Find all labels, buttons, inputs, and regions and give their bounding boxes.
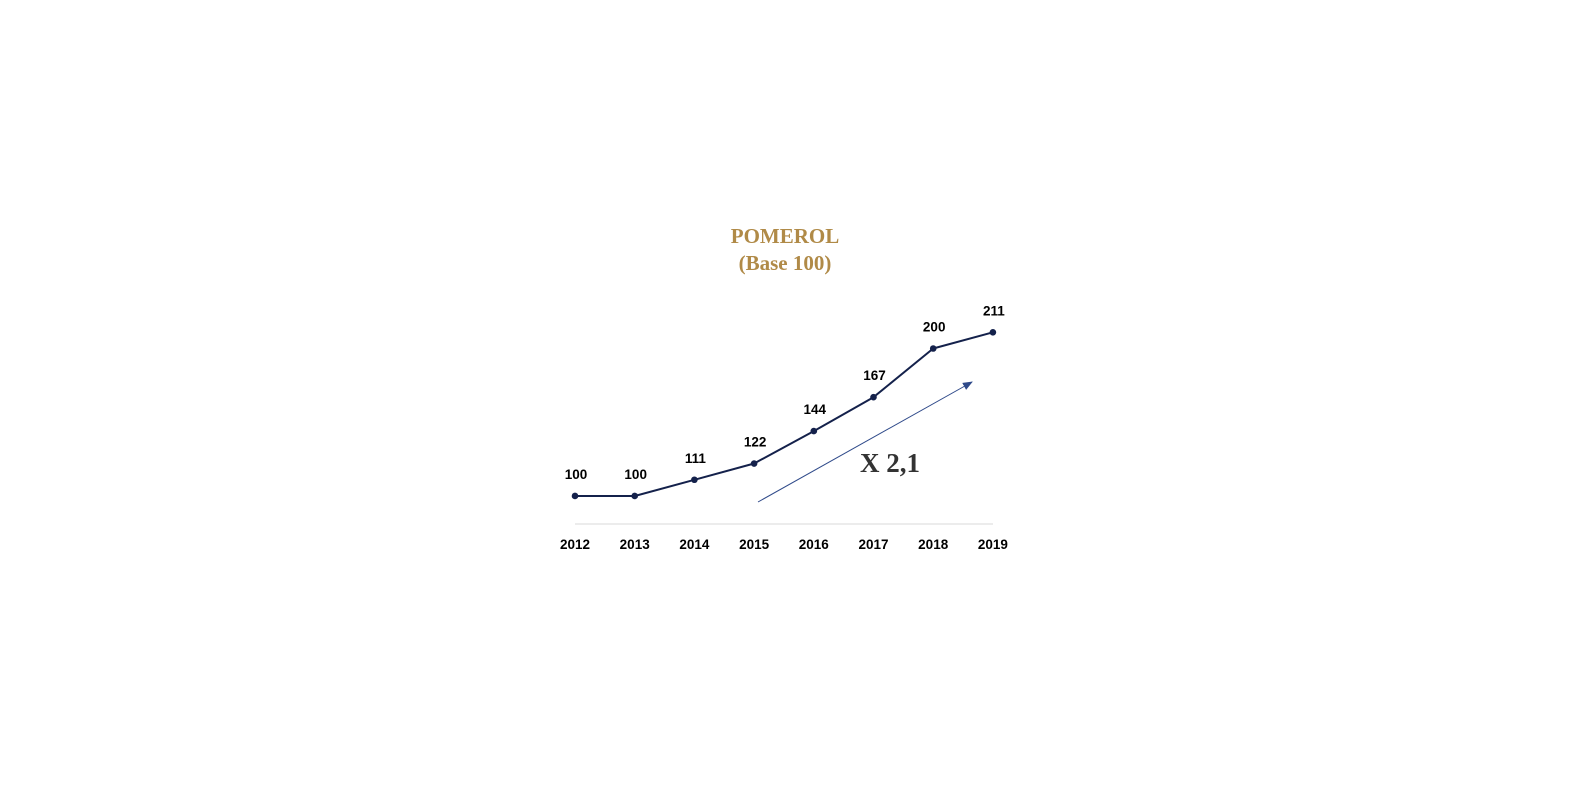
- data-point: [810, 427, 818, 435]
- x-tick-label: 2012: [560, 537, 590, 552]
- data-point: [571, 492, 579, 500]
- data-point: [989, 328, 997, 336]
- growth-annotation: X 2,1: [860, 448, 920, 478]
- x-tick-label: 2017: [858, 537, 888, 552]
- x-tick-label: 2016: [799, 537, 830, 552]
- x-tick-label: 2019: [978, 537, 1008, 552]
- data-point: [870, 393, 877, 401]
- chart-subtitle: (Base 100): [739, 251, 832, 275]
- x-tick-label: 2013: [620, 537, 651, 552]
- chart-title: POMEROL: [731, 224, 840, 248]
- data-label: 100: [565, 467, 588, 482]
- data-point: [750, 460, 758, 467]
- x-tick-label: 2014: [679, 537, 710, 552]
- data-point: [929, 345, 937, 352]
- x-tick-label: 2018: [918, 537, 949, 552]
- data-point: [631, 492, 638, 500]
- plot-area: 100 2012 100 2013 111 2014 122 2015 144 2016 167 20…: [560, 303, 1008, 552]
- series-line: [575, 331, 994, 497]
- data-label: 100: [624, 467, 647, 482]
- data-point: [691, 476, 698, 484]
- data-label: 200: [923, 319, 946, 334]
- data-label: 211: [983, 303, 1005, 318]
- data-label: 111: [685, 451, 707, 466]
- growth-arrow: [757, 381, 973, 503]
- data-label: 122: [744, 435, 767, 450]
- x-tick-label: 2015: [739, 537, 770, 552]
- data-label: 144: [804, 402, 827, 417]
- data-label: 167: [863, 368, 886, 383]
